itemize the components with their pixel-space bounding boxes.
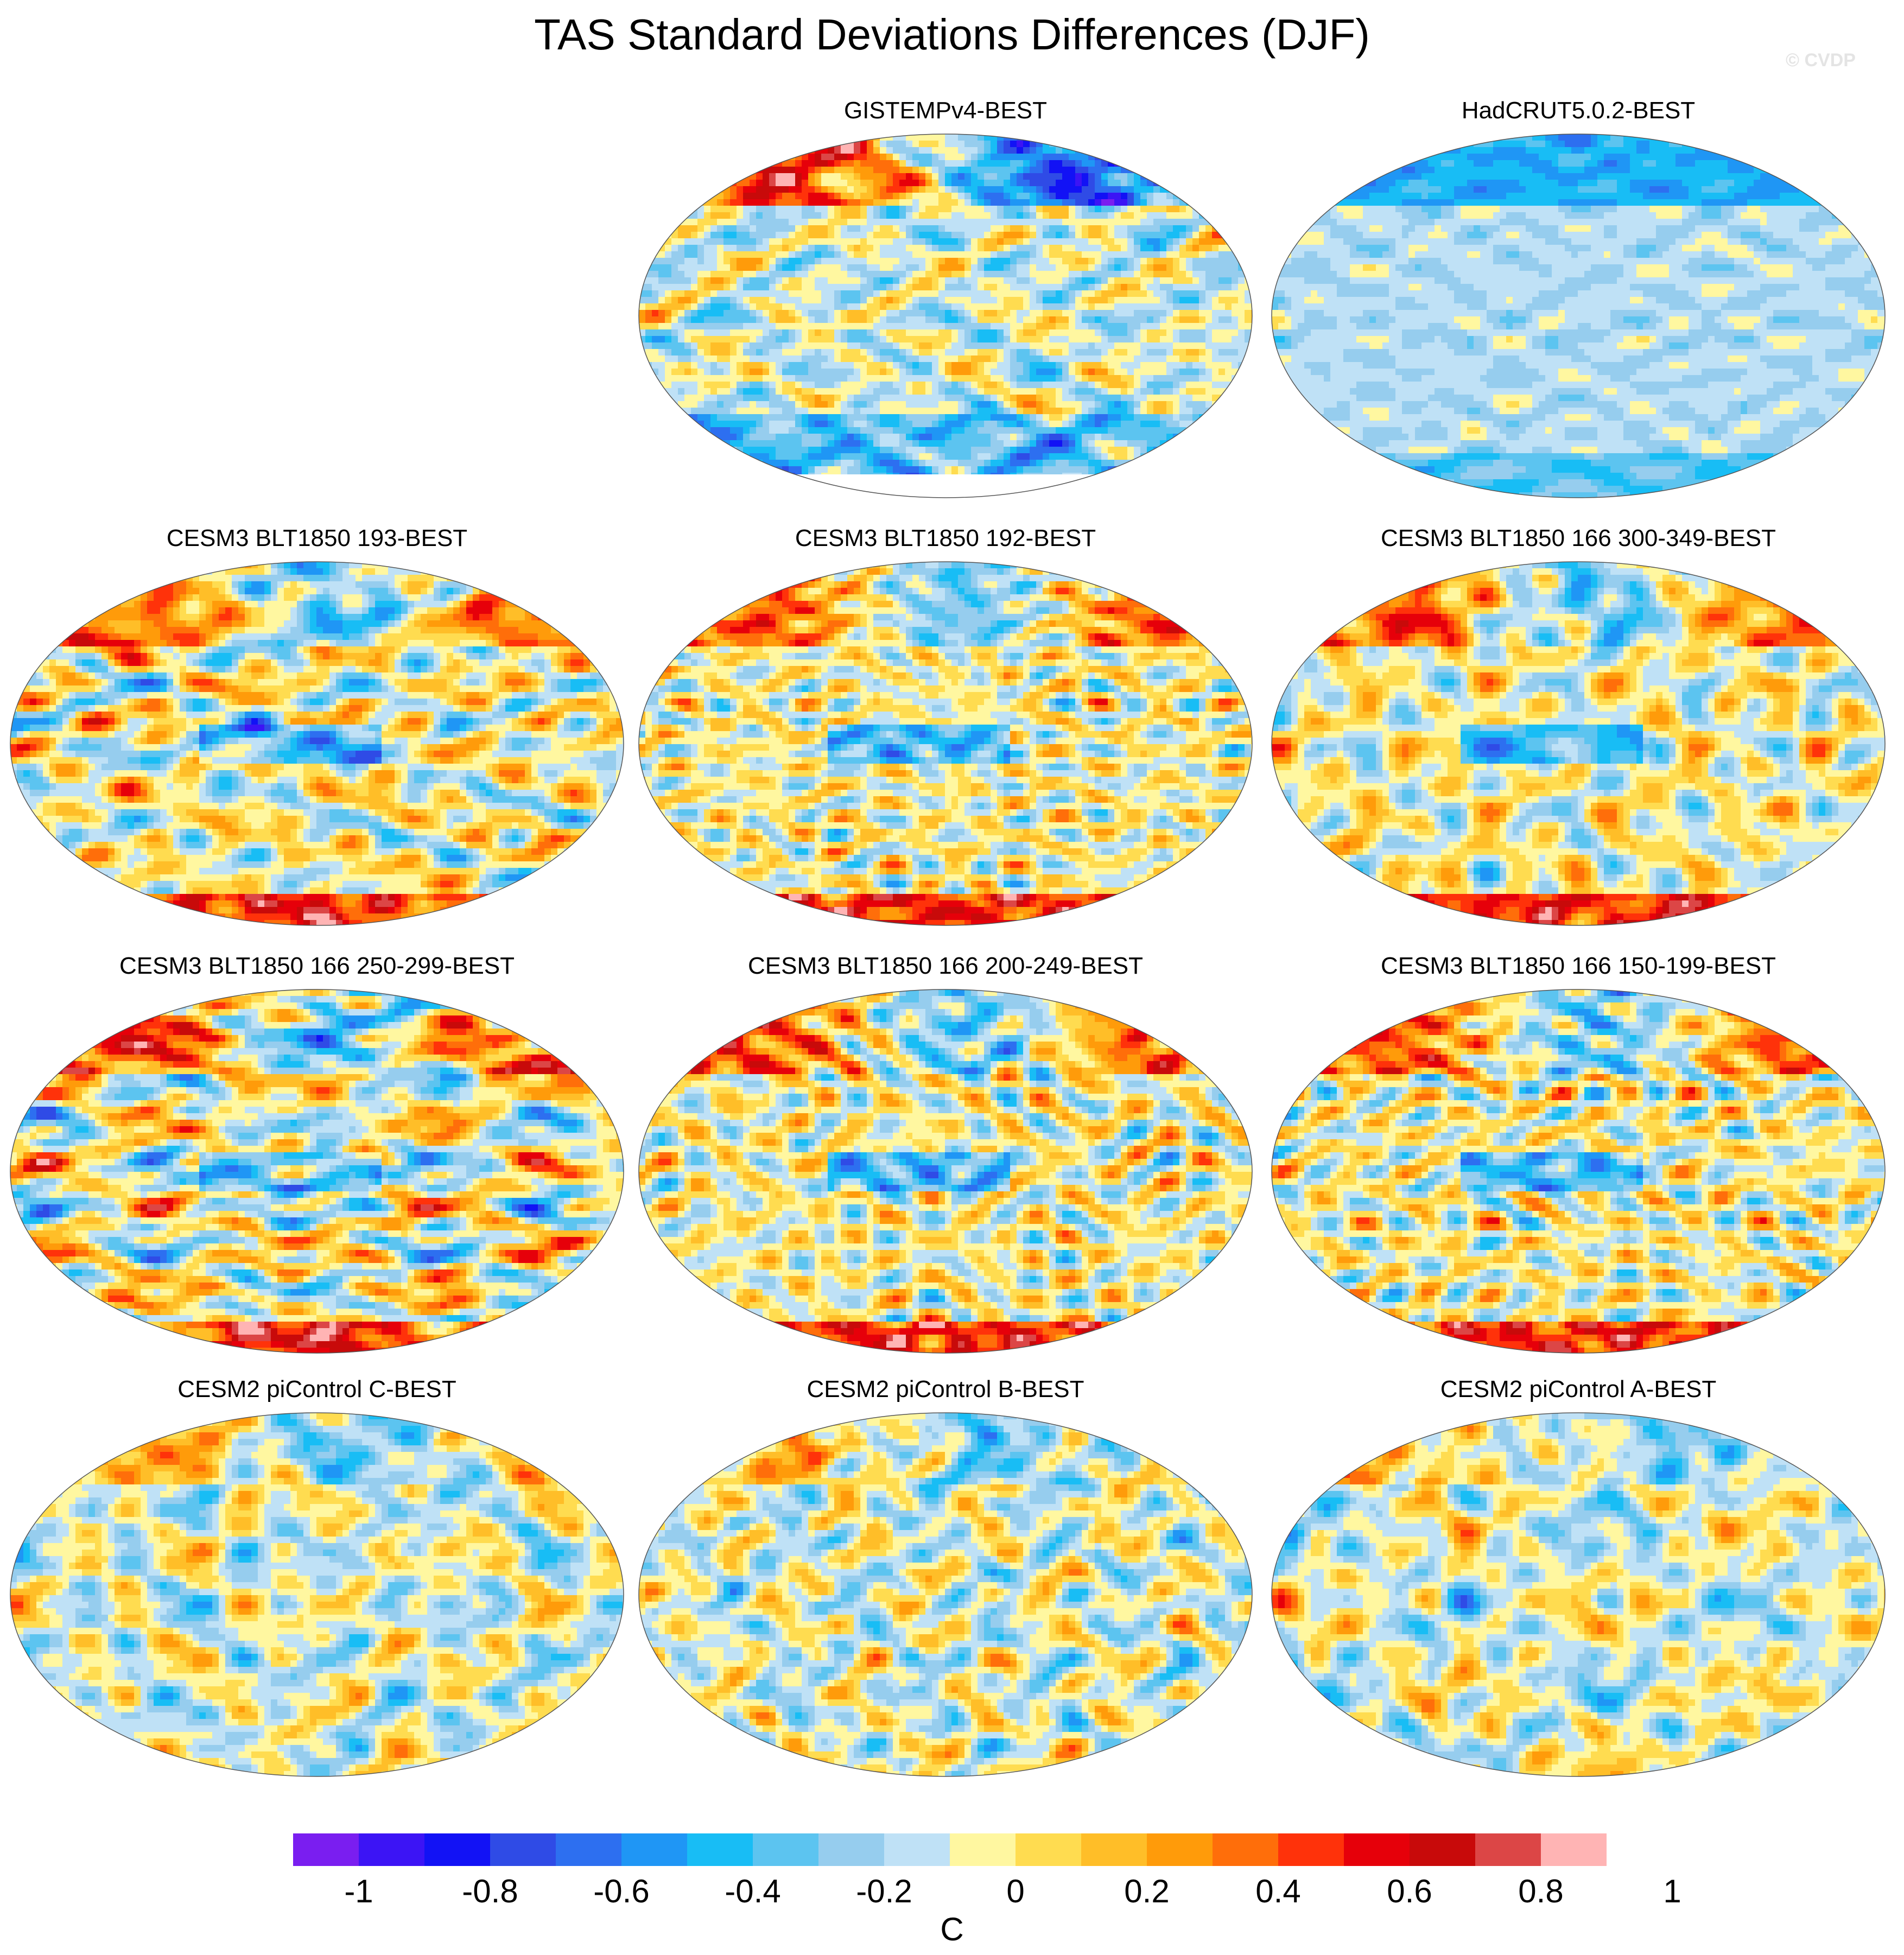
colorbar-swatch [1278,1833,1344,1866]
map-plot [10,989,624,1354]
map-outline [1271,561,1886,926]
map-field [639,134,1252,498]
map-field [639,1413,1252,1776]
map-field [639,989,1252,1353]
colorbar-swatch [753,1833,819,1866]
main-title: TAS Standard Deviations Differences (DJF… [0,8,1904,62]
colorbar-swatch [1475,1833,1541,1866]
map-panel-8: CESM3 BLT1850 166 150-199-BEST [1269,951,1888,1363]
map-field [10,1413,624,1776]
map-outline [10,1412,624,1777]
map-field [1272,134,1885,498]
colorbar-swatch [818,1833,885,1866]
map-field [10,562,624,925]
colorbar-swatch [556,1833,622,1866]
map-plot [638,134,1253,498]
missing-data-mask [639,474,1252,498]
map-panel-6: CESM3 BLT1850 166 250-299-BEST [8,951,626,1363]
colorbar-tick-label: -1 [344,1873,373,1910]
colorbar-tick-label: 1 [1663,1873,1681,1910]
map-outline [638,134,1253,498]
colorbar-swatch [950,1833,1016,1866]
colorbar-swatch [1147,1833,1213,1866]
colorbar-swatch [424,1833,491,1866]
map-plot [1271,1412,1886,1777]
panel-title: CESM3 BLT1850 193-BEST [8,523,626,554]
colorbar-swatch [1016,1833,1082,1866]
colorbar-tick-label: -0.6 [593,1873,649,1910]
panel-title: CESM3 BLT1850 166 200-249-BEST [636,951,1255,981]
colorbar-swatch [1541,1833,1607,1866]
map-outline [1271,1412,1886,1777]
colorbar-tick-label: -0.2 [856,1873,912,1910]
colorbar-tick-label: 0.4 [1255,1873,1300,1910]
map-outline [638,989,1253,1354]
panel-title: CESM2 piControl B-BEST [636,1374,1255,1405]
panel-title: HadCRUT5.0.2-BEST [1269,96,1888,126]
map-outline [10,561,624,926]
colorbar-swatch [490,1833,556,1866]
map-panel-1: GISTEMPv4-BEST [636,96,1255,508]
colorbar-swatch [293,1833,359,1866]
colorbar-unit-label: C [940,1910,963,1948]
map-plot [638,561,1253,926]
colorbar-tick-label: 0.8 [1518,1873,1563,1910]
panel-title: CESM2 piControl C-BEST [8,1374,626,1405]
colorbar [293,1833,1607,1866]
map-panel-7: CESM3 BLT1850 166 200-249-BEST [636,951,1255,1363]
panel-title: CESM3 BLT1850 192-BEST [636,523,1255,554]
map-plot [1271,989,1886,1354]
map-outline [1271,989,1886,1354]
colorbar-swatch [1410,1833,1476,1866]
map-plot [1271,134,1886,498]
panel-title: CESM3 BLT1850 166 250-299-BEST [8,951,626,981]
map-panel-9: CESM2 piControl C-BEST [8,1374,626,1787]
colorbar-tick-label: 0.6 [1387,1873,1432,1910]
map-outline [638,1412,1253,1777]
map-plot [10,1412,624,1777]
map-panel-3: CESM3 BLT1850 193-BEST [8,523,626,936]
map-panel-5: CESM3 BLT1850 166 300-349-BEST [1269,523,1888,936]
map-plot [10,561,624,926]
panel-title: CESM3 BLT1850 166 150-199-BEST [1269,951,1888,981]
colorbar-tick-label: 0 [1006,1873,1024,1910]
colorbar-tick-label: 0.2 [1124,1873,1169,1910]
colorbar-swatch [621,1833,688,1866]
map-panel-10: CESM2 piControl B-BEST [636,1374,1255,1787]
map-panel-4: CESM3 BLT1850 192-BEST [636,523,1255,936]
map-outline [10,989,624,1354]
map-plot [638,1412,1253,1777]
colorbar-swatches [293,1833,1607,1866]
map-outline [1271,134,1886,498]
map-outline [638,561,1253,926]
colorbar-swatch [1344,1833,1410,1866]
colorbar-swatch [687,1833,753,1866]
colorbar-swatch [1081,1833,1147,1866]
colorbar-swatch [359,1833,425,1866]
colorbar-swatch [1213,1833,1279,1866]
map-panel-2: HadCRUT5.0.2-BEST [1269,96,1888,508]
map-plot [638,989,1253,1354]
panel-title: CESM2 piControl A-BEST [1269,1374,1888,1405]
colorbar-tick-label: -0.8 [462,1873,518,1910]
map-field [10,989,624,1353]
panel-title: GISTEMPv4-BEST [636,96,1255,126]
map-plot [1271,561,1886,926]
watermark: © CVDP [1786,50,1856,71]
panel-title: CESM3 BLT1850 166 300-349-BEST [1269,523,1888,554]
colorbar-swatch [884,1833,950,1866]
map-panel-11: CESM2 piControl A-BEST [1269,1374,1888,1787]
colorbar-tick-label: -0.4 [725,1873,780,1910]
